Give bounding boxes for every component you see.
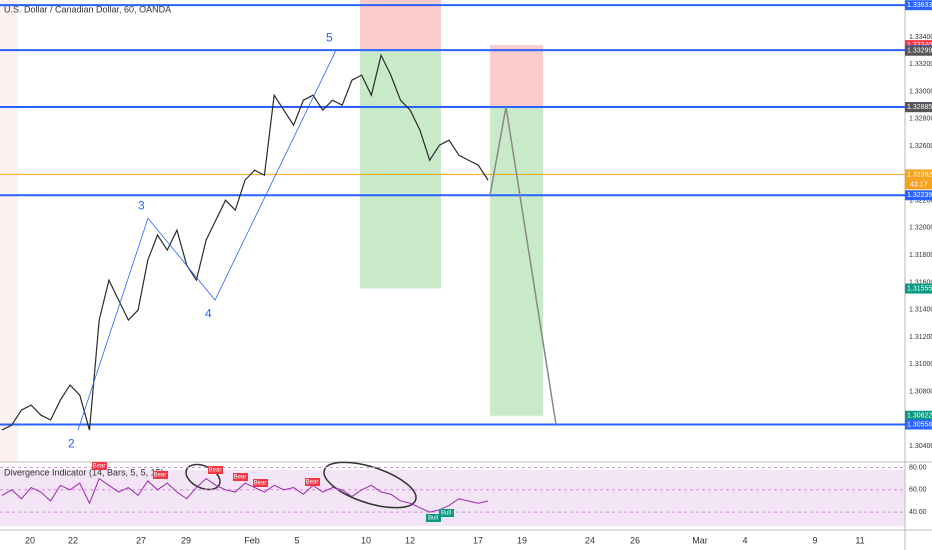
y-tick-label: 1.32800 bbox=[909, 116, 932, 123]
x-tick-label: 22 bbox=[68, 535, 78, 545]
signal-label: Bull bbox=[428, 516, 438, 522]
timer-badge bbox=[905, 179, 932, 190]
x-tick-label: 24 bbox=[585, 535, 595, 545]
y-tick-label: 1.32200 bbox=[909, 197, 932, 204]
price-badge bbox=[905, 190, 932, 201]
y-tick-label: 1.31800 bbox=[909, 252, 932, 259]
stop-zone bbox=[360, 0, 441, 51]
wave-label: 2 bbox=[68, 436, 75, 450]
y-tick-label: 1.33400 bbox=[909, 34, 932, 41]
chart-title: U.S. Dollar / Canadian Dollar, 60, OANDA bbox=[4, 4, 171, 14]
stop-zone bbox=[490, 45, 543, 108]
signal-tag bbox=[305, 478, 320, 486]
price-badge bbox=[905, 40, 932, 51]
x-tick-label: 4 bbox=[742, 535, 747, 545]
y-tick-label: 1.31600 bbox=[909, 279, 932, 286]
x-tick-label: Feb bbox=[244, 535, 260, 545]
y-tick-label: 1.33200 bbox=[909, 61, 932, 68]
indicator-tick-label: 60.00 bbox=[909, 487, 927, 494]
left-shade bbox=[0, 0, 18, 462]
wave-label: 4 bbox=[205, 306, 212, 320]
signal-label: Bear bbox=[93, 464, 106, 470]
signal-label: Bull bbox=[441, 511, 451, 517]
price-badge-label: 1.32885 bbox=[907, 104, 932, 111]
target-zone bbox=[360, 50, 441, 289]
x-tick-label: 26 bbox=[630, 535, 640, 545]
price-badge-label: 1.32392 bbox=[907, 171, 932, 178]
x-tick-label: Mar bbox=[692, 535, 708, 545]
signal-tag bbox=[208, 466, 223, 474]
x-tick-label: 12 bbox=[405, 535, 415, 545]
projection-line bbox=[489, 106, 557, 425]
signal-label: Bear bbox=[234, 475, 247, 481]
x-tick-label: 29 bbox=[181, 535, 191, 545]
signal-tag bbox=[439, 509, 454, 517]
price-badge bbox=[905, 283, 932, 294]
signal-label: Bear bbox=[209, 468, 222, 474]
y-tick-label: 1.30400 bbox=[909, 443, 932, 450]
price-badge-label: 1.30558 bbox=[907, 421, 932, 428]
price-badge bbox=[905, 0, 932, 11]
price-line bbox=[1, 53, 489, 431]
y-tick-label: 1.32600 bbox=[909, 143, 932, 150]
x-tick-label: 11 bbox=[855, 535, 864, 545]
price-badge-label: 1.33299 bbox=[907, 48, 932, 55]
price-badge-label: 1.32239 bbox=[907, 192, 932, 199]
indicator-tick-label: 40.00 bbox=[909, 509, 927, 516]
y-tick-label: 1.31400 bbox=[909, 307, 932, 314]
x-tick-label: 5 bbox=[294, 535, 299, 545]
indicator-title: Divergence Indicator (14, Bars, 5, 5, 15… bbox=[4, 467, 164, 477]
timer-label: 43:17 bbox=[910, 181, 928, 188]
indicator-band bbox=[0, 470, 905, 526]
y-tick-label: 1.31200 bbox=[909, 334, 932, 341]
wave-line bbox=[77, 50, 337, 431]
price-badge bbox=[905, 102, 932, 113]
y-tick-label: 1.33000 bbox=[909, 88, 932, 95]
price-badge bbox=[905, 45, 932, 56]
price-badge-label: 1.33633 bbox=[907, 2, 932, 9]
price-badge-label: 1.30622 bbox=[907, 413, 932, 420]
price-badge-label: 1.31555 bbox=[907, 285, 932, 292]
signal-tag bbox=[153, 471, 168, 479]
signal-tag bbox=[92, 462, 107, 470]
signal-label: Bear bbox=[154, 473, 167, 479]
y-tick-label: 1.31000 bbox=[909, 361, 932, 368]
divergence-circle bbox=[323, 461, 417, 509]
target-zone bbox=[490, 107, 543, 416]
y-tick-label: 1.30800 bbox=[909, 388, 932, 395]
x-tick-label: 9 bbox=[812, 535, 817, 545]
x-tick-label: 19 bbox=[517, 535, 527, 545]
x-tick-label: 27 bbox=[136, 535, 146, 545]
divergence-circle bbox=[185, 463, 221, 491]
wave-label: 3 bbox=[138, 198, 145, 212]
wave-label: 5 bbox=[326, 30, 333, 44]
signal-label: Bear bbox=[306, 480, 319, 486]
signal-tag bbox=[233, 473, 248, 481]
price-badge bbox=[905, 169, 932, 180]
x-tick-label: 20 bbox=[25, 535, 35, 545]
indicator-line bbox=[1, 477, 489, 513]
signal-tag bbox=[426, 514, 441, 522]
x-tick-label: 17 bbox=[473, 535, 483, 545]
signal-tag bbox=[253, 479, 268, 487]
signal-label: Bear bbox=[254, 481, 267, 487]
price-badge bbox=[905, 410, 932, 421]
y-tick-label: 1.32000 bbox=[909, 225, 932, 232]
indicator-tick-label: 80.00 bbox=[909, 464, 927, 471]
x-tick-label: 10 bbox=[361, 535, 371, 545]
price-badge bbox=[905, 419, 932, 430]
